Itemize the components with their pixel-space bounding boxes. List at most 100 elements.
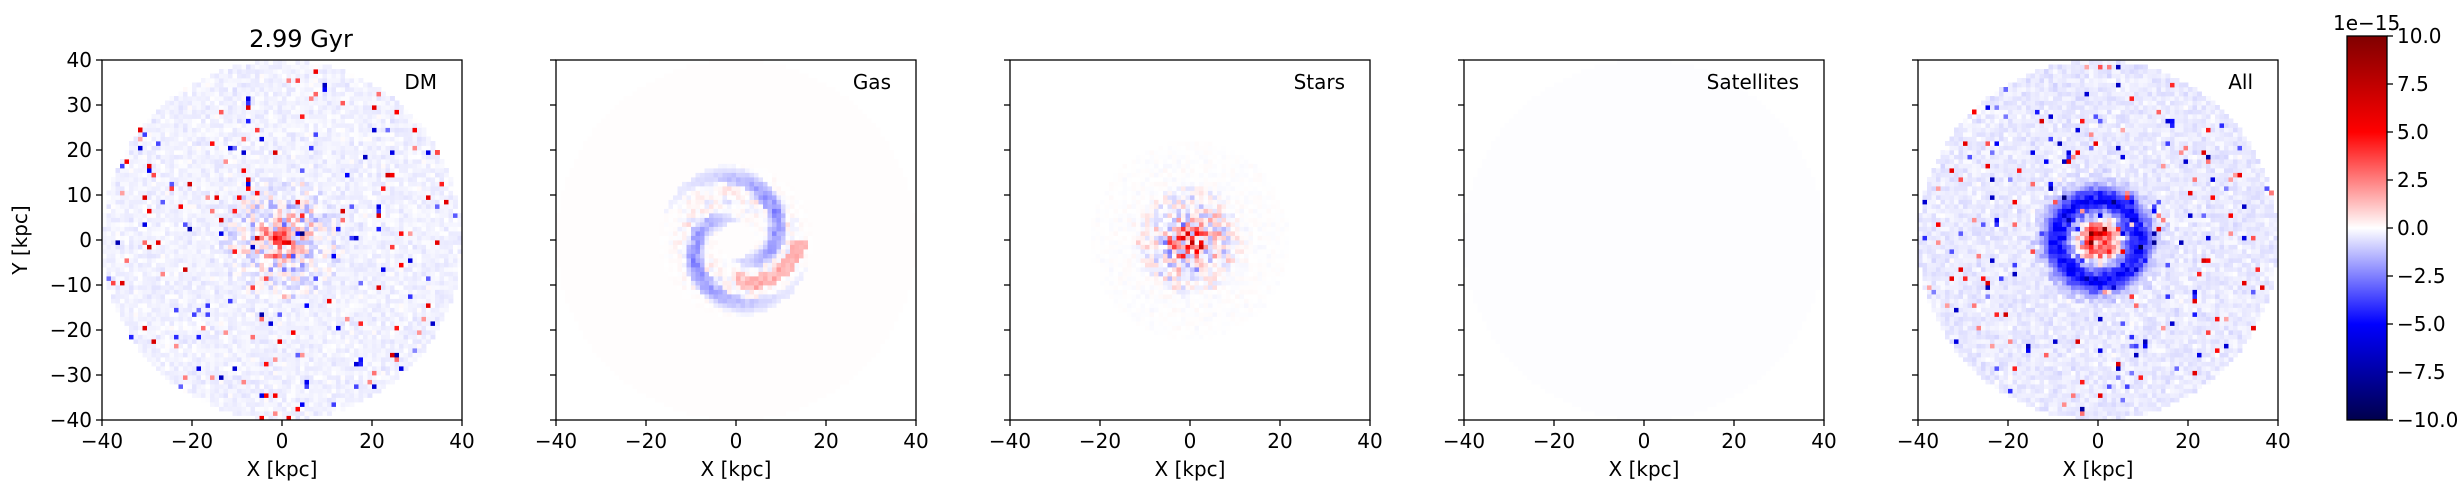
heatmap-cell	[300, 87, 305, 92]
heatmap-cell	[394, 105, 400, 110]
heatmap-cell	[250, 204, 256, 209]
heatmap-cell	[250, 195, 256, 200]
heatmap-cell	[214, 397, 220, 403]
heatmap-cell	[237, 235, 242, 241]
heatmap-cell	[403, 231, 409, 236]
heatmap-cell	[309, 334, 314, 340]
heatmap-cell	[259, 348, 265, 353]
heatmap-cell	[138, 208, 143, 214]
heatmap-cell	[246, 181, 251, 187]
heatmap-cell	[304, 109, 310, 115]
heatmap-cell	[399, 321, 404, 326]
heatmap-cell	[142, 177, 148, 182]
heatmap-cell	[322, 231, 328, 236]
heatmap-cell	[259, 163, 265, 169]
heatmap-cell	[327, 177, 332, 182]
heatmap-cell	[372, 114, 377, 119]
heatmap-cell	[187, 244, 193, 250]
heatmap-cell	[133, 181, 139, 187]
heatmap-cell	[322, 276, 328, 281]
heatmap-cell	[268, 64, 274, 70]
heatmap-cell	[291, 177, 296, 182]
heatmap-cell	[318, 280, 323, 286]
heatmap-cell	[151, 226, 157, 232]
heatmap-cell	[174, 262, 179, 268]
heatmap-cell	[358, 109, 364, 115]
heatmap-cell	[390, 249, 395, 254]
heatmap-cell	[246, 411, 251, 416]
heatmap-cell	[115, 204, 121, 209]
heatmap-cell	[327, 231, 332, 236]
heatmap-cell	[111, 267, 116, 272]
heatmap-cell	[295, 361, 301, 367]
heatmap-cell	[336, 397, 341, 403]
heatmap-cell	[295, 114, 301, 119]
heatmap-cell	[205, 181, 211, 187]
heatmap-cell	[426, 339, 431, 344]
heatmap-cell	[295, 348, 301, 353]
heatmap-cell	[187, 105, 193, 110]
heatmap-cell	[376, 330, 382, 335]
heatmap-cell	[147, 213, 152, 218]
heatmap-cell	[291, 307, 296, 313]
heatmap-cell	[228, 298, 233, 304]
heatmap-cell	[192, 96, 197, 101]
heatmap-cell	[268, 366, 274, 371]
heatmap-cell	[273, 262, 278, 268]
heatmap-cell	[327, 312, 332, 317]
heatmap-cell	[106, 244, 112, 250]
heatmap-cell	[304, 379, 310, 385]
heatmap-cell	[412, 271, 418, 277]
heatmap-cell	[282, 172, 287, 178]
heatmap-cell	[178, 181, 184, 187]
heatmap-cell	[273, 402, 278, 407]
heatmap-cell	[151, 312, 157, 317]
heatmap-cell	[196, 253, 202, 259]
heatmap-cell	[439, 204, 445, 209]
heatmap-cell	[354, 150, 359, 155]
heatmap-cell	[385, 109, 391, 115]
heatmap-cell	[124, 321, 130, 326]
heatmap-cell	[381, 271, 386, 277]
heatmap-cell	[178, 253, 184, 259]
heatmap-cell	[336, 330, 341, 335]
heatmap-cell	[394, 132, 400, 137]
heatmap-cell	[228, 294, 233, 299]
heatmap-cell	[354, 231, 359, 236]
heatmap-cell	[309, 388, 314, 394]
heatmap-cell	[430, 141, 436, 146]
heatmap-cell	[372, 213, 377, 218]
heatmap-cell	[403, 136, 409, 142]
heatmap-cell	[363, 105, 368, 110]
heatmap-cell	[187, 114, 193, 119]
heatmap-cell	[300, 375, 305, 380]
heatmap-cell	[291, 276, 296, 281]
heatmap-cell	[372, 109, 377, 115]
heatmap-cell	[345, 105, 350, 110]
heatmap-cell	[169, 321, 175, 326]
heatmap-cell	[408, 226, 413, 232]
heatmap-cell	[151, 136, 157, 142]
heatmap-cell	[192, 168, 197, 173]
heatmap-cell	[165, 258, 170, 263]
heatmap-cell	[372, 352, 377, 358]
heatmap-cell	[277, 370, 283, 376]
heatmap-cell	[318, 262, 323, 268]
heatmap-cell	[264, 96, 269, 101]
heatmap-cell	[133, 163, 139, 169]
heatmap-cell	[376, 253, 382, 259]
heatmap-cell	[201, 280, 206, 286]
heatmap-cell	[304, 294, 310, 299]
heatmap-cell	[327, 411, 332, 416]
heatmap-cell	[426, 244, 431, 250]
heatmap-cell	[385, 150, 391, 155]
heatmap-cell	[417, 177, 422, 182]
heatmap-cell	[340, 114, 346, 119]
heatmap-cell	[133, 303, 139, 308]
heatmap-cell	[349, 280, 355, 286]
heatmap-cell	[241, 141, 247, 146]
heatmap-cell	[372, 267, 377, 272]
heatmap-cell	[399, 127, 404, 133]
heatmap-cell	[340, 298, 346, 304]
heatmap-cell	[327, 132, 332, 137]
